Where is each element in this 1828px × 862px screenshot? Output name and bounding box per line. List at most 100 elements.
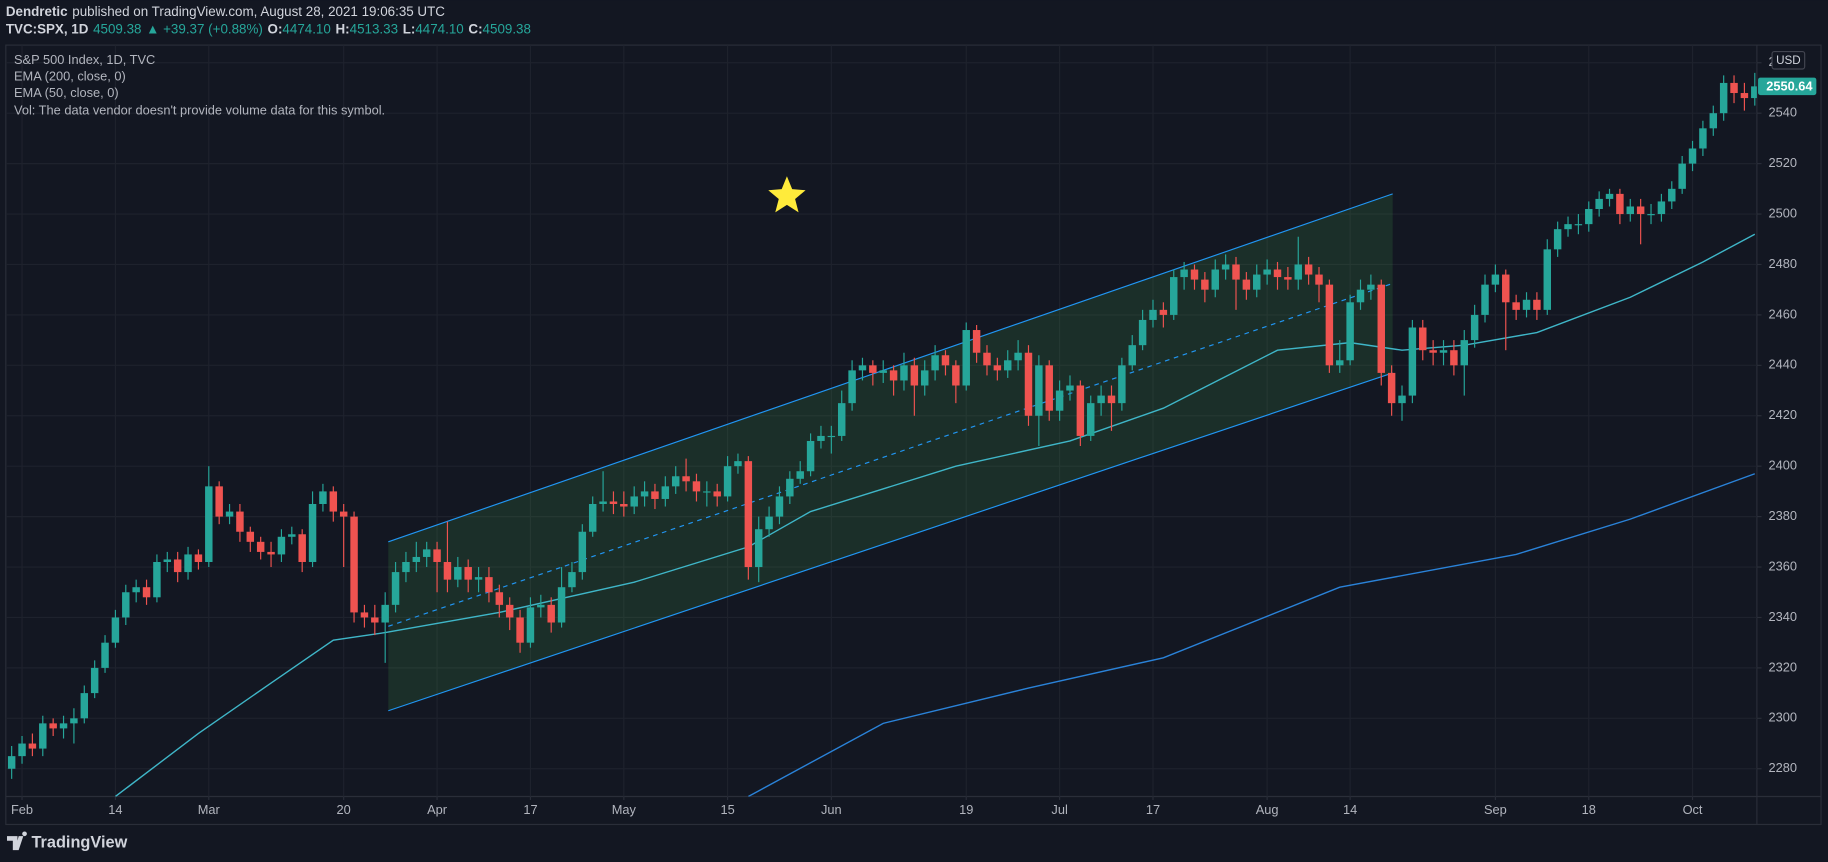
candle-body xyxy=(1429,350,1437,353)
candle-body xyxy=(90,667,99,694)
y-tick-label: 2340 xyxy=(1769,609,1798,624)
ema-line xyxy=(114,233,1756,797)
change: ▲ +39.37 (+0.88%) xyxy=(146,21,263,36)
candle-body xyxy=(578,531,587,573)
x-tick-label: Oct xyxy=(1683,802,1703,817)
candle-body xyxy=(588,504,597,532)
candle-body xyxy=(1315,274,1323,285)
candle-body xyxy=(454,567,462,580)
candle-body xyxy=(1024,352,1033,416)
x-tick-label: 20 xyxy=(337,802,351,817)
candle-body xyxy=(1709,113,1718,129)
candle-body xyxy=(609,501,618,505)
y-tick-label: 2380 xyxy=(1769,508,1798,523)
candle-body xyxy=(1076,385,1085,436)
x-tick-label: Aug xyxy=(1256,802,1279,817)
candle-body xyxy=(723,466,732,497)
candle-body xyxy=(962,330,970,386)
candle-body xyxy=(671,476,680,487)
candle-body xyxy=(900,365,908,381)
candles xyxy=(7,72,1757,779)
open-label: O: xyxy=(268,21,283,36)
candle-body xyxy=(640,491,649,497)
candle-body xyxy=(858,365,867,371)
legend-ema200: EMA (200, close, 0) xyxy=(14,69,126,84)
candle-body xyxy=(1387,372,1396,404)
candle-body xyxy=(391,572,400,605)
candle-body xyxy=(412,556,421,562)
candle-body xyxy=(505,604,514,618)
candle-body xyxy=(827,435,836,438)
candle-body xyxy=(474,577,483,580)
candle-body xyxy=(1263,269,1271,275)
candle-body xyxy=(1087,403,1095,436)
x-tick-label: Sep xyxy=(1484,802,1507,817)
candle-body xyxy=(1439,350,1448,353)
x-tick-label: 19 xyxy=(959,802,973,817)
candle-body xyxy=(1460,340,1468,366)
candle-body xyxy=(1232,264,1240,280)
candle-body xyxy=(1367,284,1375,290)
x-tick-label: Apr xyxy=(427,802,448,817)
candle-body xyxy=(28,743,37,749)
candle-body xyxy=(298,534,306,562)
candle-body xyxy=(1740,93,1749,99)
candle-body xyxy=(1699,128,1707,149)
last-price: 4509.38 xyxy=(93,21,141,36)
candle-body xyxy=(1170,277,1178,315)
candle-body xyxy=(568,572,576,588)
candle-body xyxy=(1356,289,1365,303)
low-label: L: xyxy=(403,21,416,36)
candle-body xyxy=(1688,148,1697,164)
candle-body xyxy=(173,559,182,573)
y-tick-label: 2400 xyxy=(1769,458,1798,473)
candle-body xyxy=(692,481,701,492)
legend: S&P 500 Index, 1D, TVC EMA (200, close, … xyxy=(14,52,385,117)
candle-body xyxy=(972,330,981,353)
candle-body xyxy=(661,486,670,499)
candle-body xyxy=(1491,274,1500,285)
candle-body xyxy=(837,403,846,436)
candle-body xyxy=(1636,206,1645,215)
low-value: 4474.10 xyxy=(415,21,463,36)
candle-body xyxy=(256,541,265,552)
candle-body xyxy=(1481,284,1489,315)
symbol: TVC:SPX, 1D xyxy=(6,21,89,36)
candle-body xyxy=(163,559,172,562)
legend-ema50: EMA (50, close, 0) xyxy=(14,85,119,100)
candle-body xyxy=(1605,193,1614,199)
candle-body xyxy=(1336,360,1344,366)
candle-body xyxy=(1533,299,1541,310)
x-tick-label: 17 xyxy=(1146,802,1160,817)
candle-body xyxy=(277,536,286,555)
candle-body xyxy=(599,501,607,505)
candle-body xyxy=(111,617,120,643)
candle-body xyxy=(1138,319,1147,346)
last-price-badge xyxy=(1758,77,1817,96)
candle-body xyxy=(557,587,566,623)
candle-body xyxy=(1180,269,1188,278)
grid xyxy=(5,45,1757,797)
candle-body xyxy=(1377,284,1385,373)
candle-body xyxy=(1294,264,1302,280)
ema-lines xyxy=(114,233,1756,797)
candle-body xyxy=(7,756,16,769)
candle-body xyxy=(101,642,109,668)
brand: TradingView xyxy=(31,833,127,851)
candle-body xyxy=(122,592,130,618)
candle-body xyxy=(1564,224,1572,230)
candle-body xyxy=(952,365,960,386)
published: published on TradingView.com, August 28,… xyxy=(72,3,445,18)
candle-body xyxy=(329,491,338,512)
candle-body xyxy=(869,365,877,373)
x-tick-label: 14 xyxy=(108,802,122,817)
candle-body xyxy=(786,478,794,497)
candle-body xyxy=(1616,193,1624,215)
candle-body xyxy=(1149,309,1157,320)
candle-body xyxy=(817,435,825,441)
candle-body xyxy=(1730,82,1738,94)
y-tick-label: 2320 xyxy=(1769,659,1798,674)
candle-body xyxy=(734,461,742,467)
y-tick-label: 2500 xyxy=(1769,205,1798,220)
x-tick-label: Feb xyxy=(11,802,33,817)
